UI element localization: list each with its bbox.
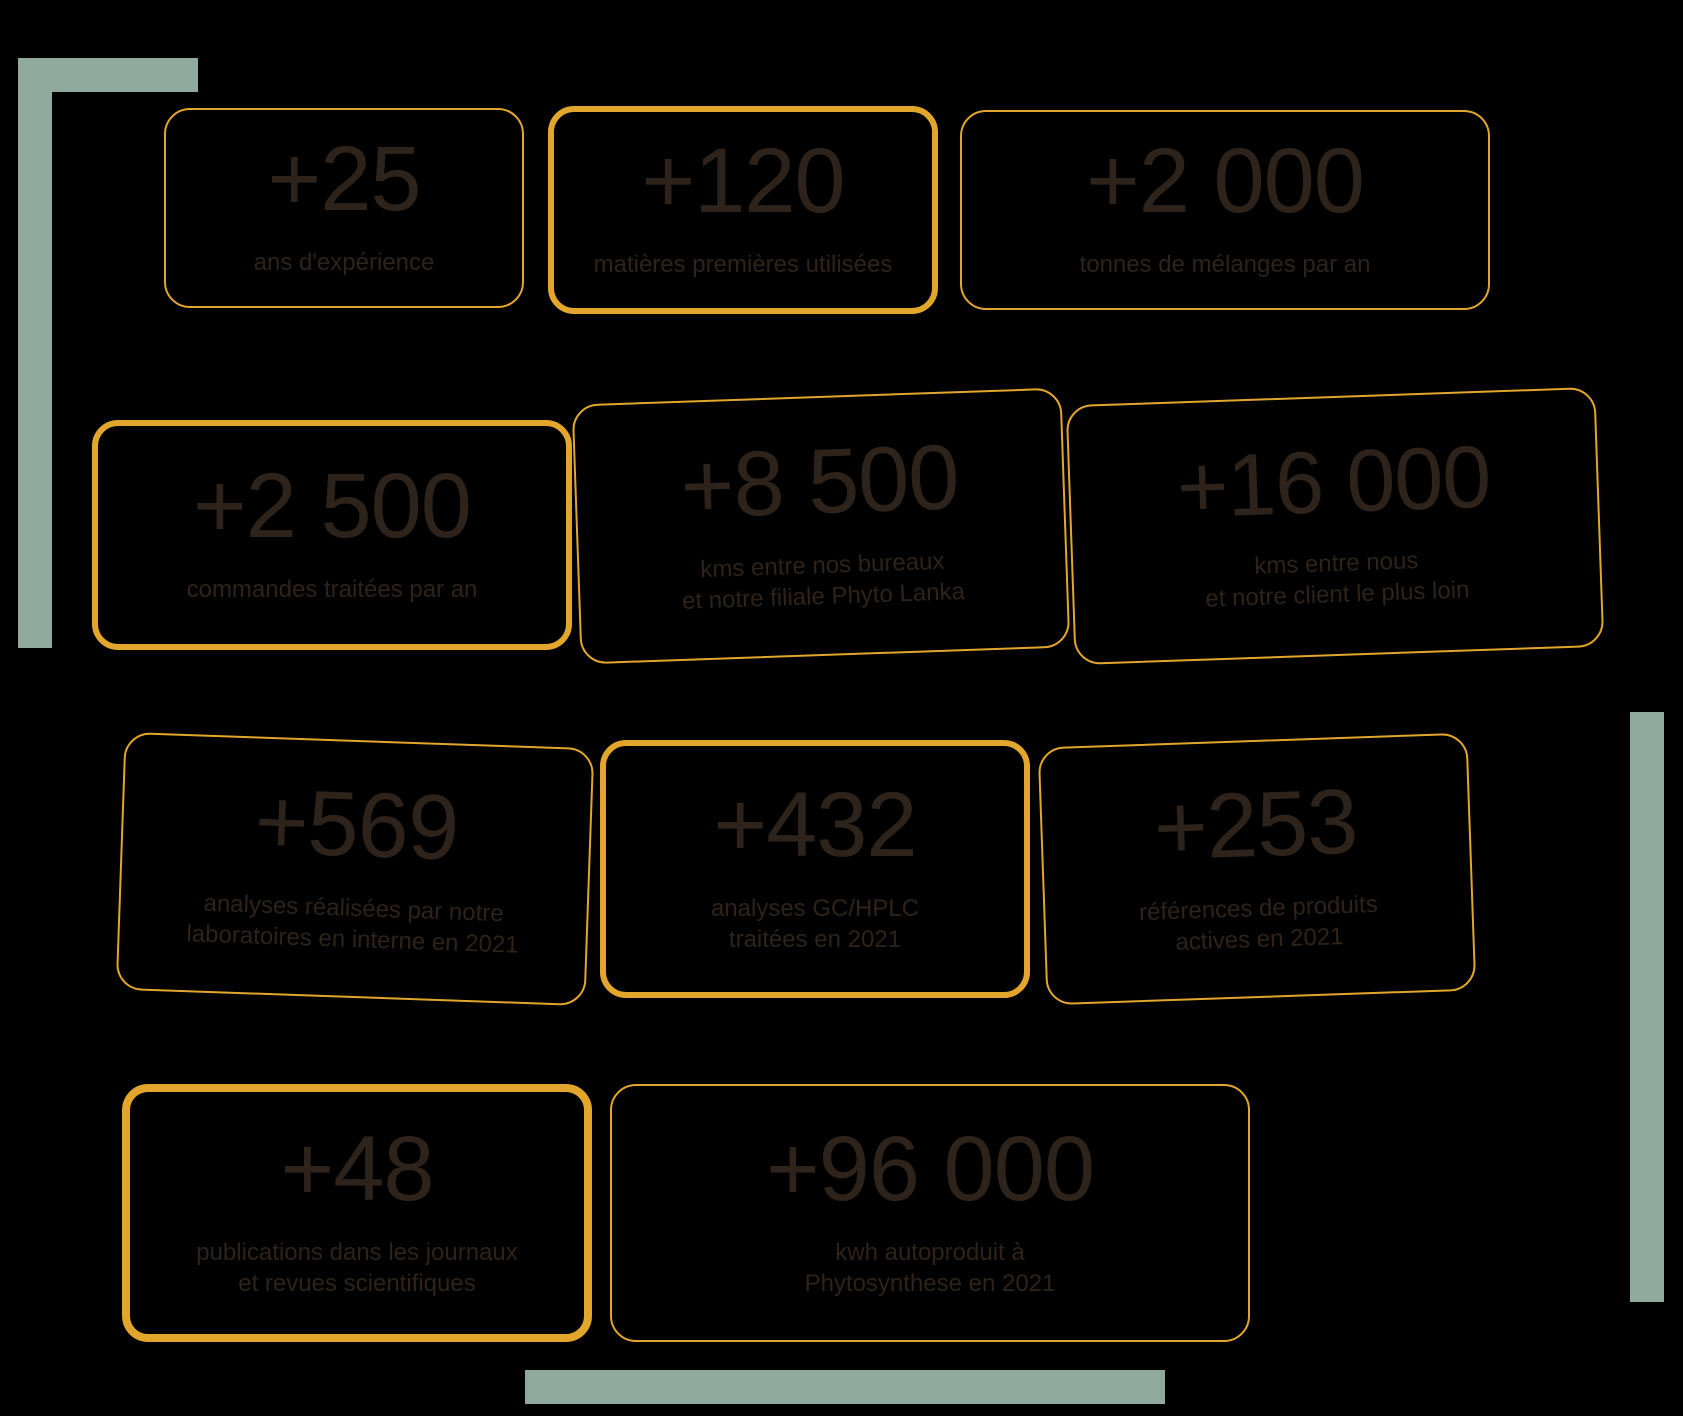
decoration-bar-3 [525,1370,1165,1404]
stat-card-kwh: +96 000 kwh autoproduit à Phytosynthese e… [610,1084,1250,1342]
stat-number: +16 000 [1175,432,1491,531]
stat-number: +569 [253,775,459,874]
stat-number: +48 [280,1123,433,1215]
stat-label: ans d'expérience [254,247,435,278]
stat-card-km-client: +16 000 kms entre nous et notre client le… [1066,387,1605,665]
stat-label: tonnes de mélanges par an [1080,249,1371,280]
stat-label: kms entre nous et notre client le plus l… [1204,543,1470,615]
stat-card-matieres: +120 matières premières utilisées [548,106,938,314]
stat-number: +2 500 [193,460,471,552]
stat-card-tonnes: +2 000 tonnes de mélanges par an [960,110,1490,310]
stat-card-analyses-gc: +432 analyses GC/HPLC traitées en 2021 [600,740,1030,998]
stat-label: analyses GC/HPLC traitées en 2021 [711,893,919,955]
decoration-bar-1 [18,58,52,648]
stat-card-km-bureaux: +8 500 kms entre nos bureaux et notre fil… [572,388,1071,665]
decoration-bar-2 [1630,712,1664,1302]
stat-label: références de produits actives en 2021 [1138,889,1379,960]
stat-label: analyses réalisées par notre laboratoire… [186,887,520,961]
stat-label: kwh autoproduit à Phytosynthese en 2021 [805,1237,1056,1299]
stat-number: +96 000 [766,1123,1094,1215]
stat-card-references: +253 références de produits actives en 20… [1038,733,1477,1006]
stat-card-experience: +25 ans d'expérience [164,108,524,308]
stat-card-publications: +48 publications dans les journaux et rev… [122,1084,592,1342]
stat-number: +2 000 [1086,135,1364,227]
stat-label: kms entre nos bureaux et notre filiale P… [680,545,965,617]
stat-number: +25 [267,133,420,225]
stat-card-analyses-labo: +569 analyses réalisées par notre laborat… [116,732,595,1006]
stat-label: matières premières utilisées [594,249,893,280]
stat-number: +8 500 [679,431,960,533]
stat-number: +253 [1152,775,1358,874]
stat-number: +432 [713,779,916,871]
stat-number: +120 [641,135,844,227]
stat-label: commandes traitées par an [187,574,478,605]
stat-label: publications dans les journaux et revues… [196,1237,518,1299]
stat-card-commandes: +2 500 commandes traitées par an [92,420,572,650]
